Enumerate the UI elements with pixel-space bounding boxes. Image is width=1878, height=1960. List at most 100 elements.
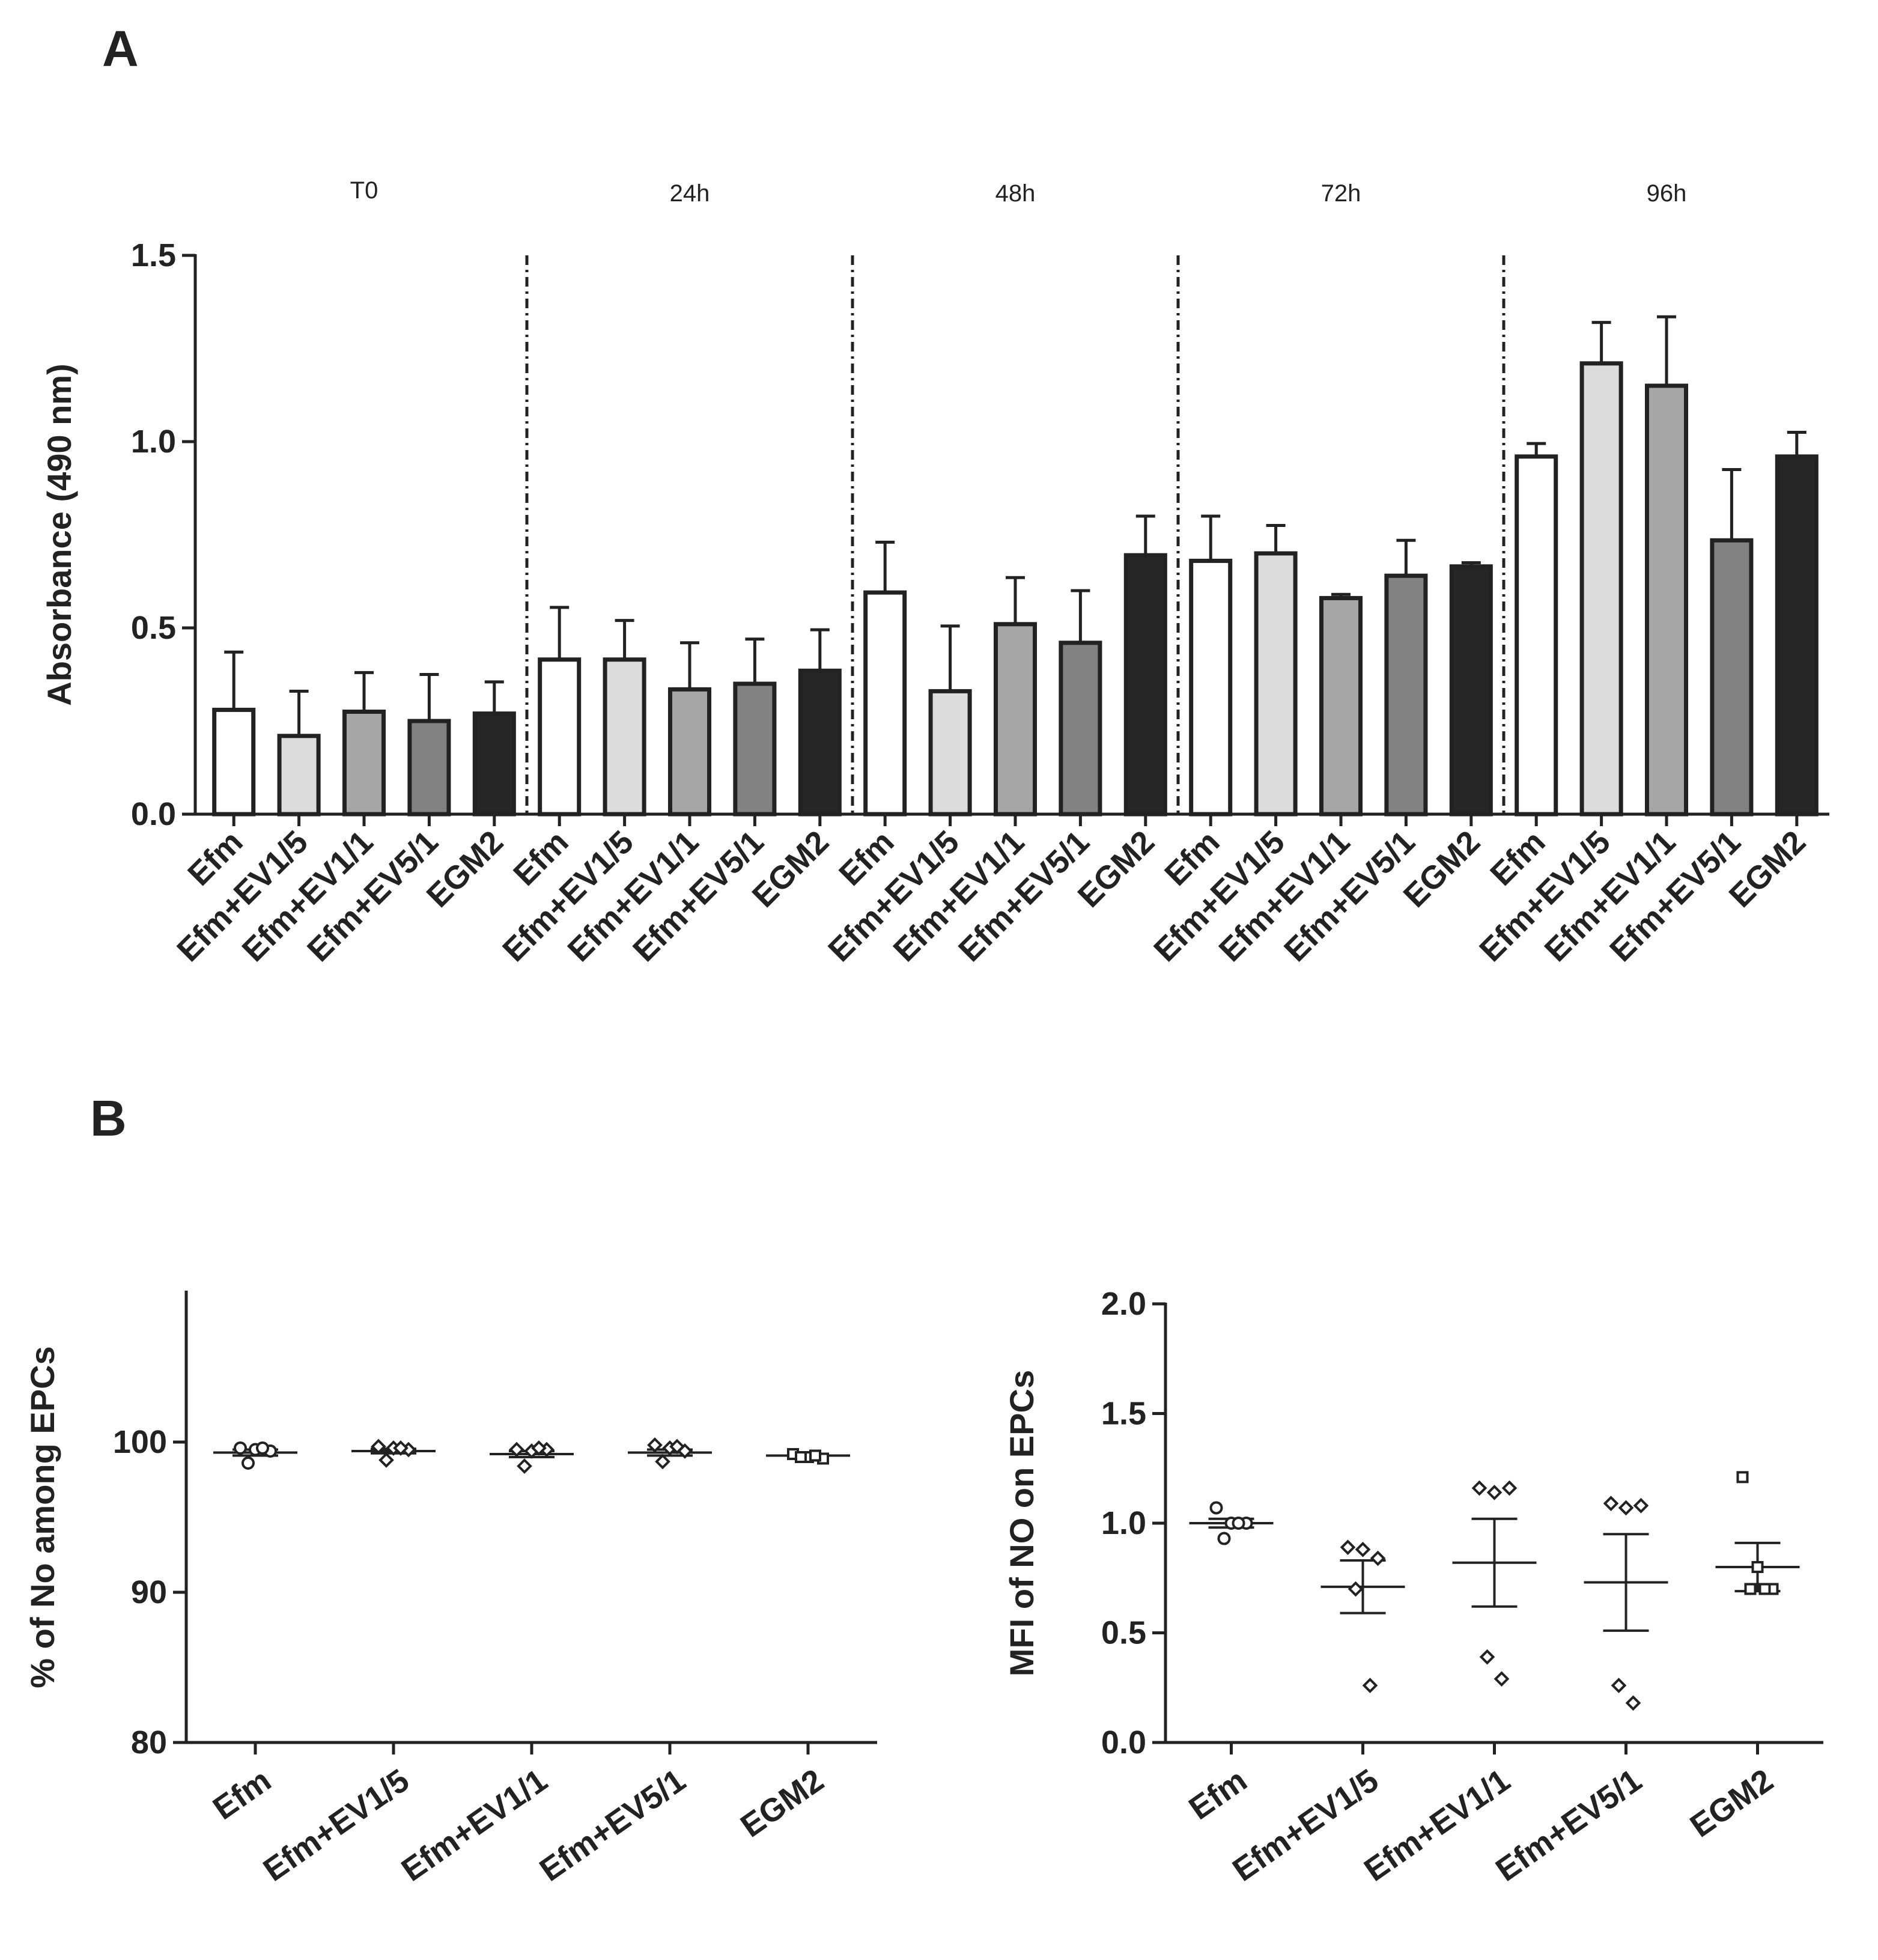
b-right-point-EGM2	[1744, 1583, 1757, 1595]
a-bar-96h-Efm+EV5/1	[1710, 538, 1754, 817]
b-left-point-EGM2	[809, 1449, 821, 1462]
b-right-category-label: Efm	[1182, 1762, 1253, 1827]
a-y-tick-label: 1.5	[131, 237, 176, 273]
b-left-point-Efm+EV1/1	[517, 1458, 532, 1474]
a-bar-24h-EGM2	[798, 668, 842, 817]
b-right-point-Efm+EV5/1	[1618, 1500, 1634, 1516]
b-right-point-Efm	[1232, 1517, 1245, 1530]
a-bar-24h-Efm+EV1/1	[667, 687, 712, 817]
a-bar-72h-EGM2	[1449, 564, 1493, 817]
a-category-label: EGM2	[1071, 824, 1162, 915]
a-bar-96h-EGM2	[1775, 454, 1819, 817]
a-category-label: EGM2	[746, 824, 836, 915]
a-category-label: EGM2	[1397, 824, 1488, 915]
a-group-label-96h: 96h	[1647, 180, 1687, 207]
b-left-point-Efm+EV1/1	[509, 1441, 524, 1458]
b-right-point-Efm+EV1/1	[1494, 1671, 1510, 1687]
a-y-tick-label: 0.5	[131, 610, 176, 646]
b-right-y-axis-title: MFI of NO on EPCs	[1003, 1370, 1041, 1676]
b-right-point-Efm+EV1/5	[1362, 1678, 1378, 1693]
a-category-label: EGM2	[1722, 824, 1813, 915]
a-bar-T0-Efm	[212, 707, 256, 817]
a-bar-T0-Efm+EV1/1	[342, 710, 386, 817]
b-right-point-Efm+EV1/1	[1471, 1480, 1488, 1496]
a-bar-96h-Efm+EV1/1	[1644, 383, 1689, 817]
b-left-y-axis-title: % of No among EPCs	[23, 1346, 61, 1688]
b-left-y-tick-label: 100	[113, 1424, 167, 1460]
a-bar-24h-Efm+EV5/1	[733, 681, 777, 817]
a-bar-72h-Efm	[1189, 558, 1233, 817]
b-left-y-tick-label: 80	[131, 1724, 167, 1761]
b-right-y-tick-label: 1.0	[1101, 1505, 1146, 1541]
b-right-point-Efm+EV5/1	[1611, 1678, 1627, 1693]
panel-a-letter: A	[102, 20, 139, 77]
b-right-point-Efm+EV1/1	[1501, 1480, 1518, 1496]
b-left-point-Efm+EV5/1	[655, 1453, 670, 1470]
a-bar-T0-EGM2	[472, 711, 516, 817]
b-right-point-EGM2	[1736, 1471, 1749, 1484]
b-right-point-EGM2	[1758, 1583, 1771, 1595]
b-right-y-tick-label: 2.0	[1101, 1286, 1146, 1322]
b-left-category-label: Efm+EV1/1	[395, 1762, 554, 1888]
b-left-category-label: Efm	[207, 1762, 278, 1827]
b-right-point-Efm+EV1/1	[1486, 1485, 1503, 1500]
b-left-point-Efm+EV1/5	[393, 1440, 409, 1456]
b-right-y-tick-label: 0.5	[1101, 1615, 1146, 1651]
b-right-y-tick-label: 0.0	[1101, 1724, 1146, 1761]
b-right-point-Efm+EV5/1	[1633, 1497, 1649, 1514]
b-left-point-Efm+EV1/1	[531, 1440, 547, 1456]
b-left-point-Efm	[256, 1441, 269, 1455]
b-right-point-Efm+EV5/1	[1625, 1695, 1641, 1711]
b-left-point-Efm+EV5/1	[647, 1437, 663, 1453]
b-right-point-Efm+EV1/5	[1340, 1539, 1356, 1555]
a-bar-T0-Efm+EV5/1	[407, 719, 451, 817]
b-right-point-Efm	[1209, 1501, 1223, 1515]
b-left-category-label: EGM2	[734, 1762, 830, 1845]
a-group-label-48h: 48h	[995, 180, 1036, 207]
b-left-category-label: Efm+EV1/5	[257, 1762, 416, 1888]
b-right-category-label: EGM2	[1684, 1762, 1780, 1845]
b-left-point-Efm	[234, 1441, 247, 1455]
a-bar-24h-Efm	[538, 657, 582, 817]
a-bar-24h-Efm+EV1/5	[603, 657, 646, 817]
b-right-point-Efm+EV1/5	[1355, 1541, 1371, 1557]
b-left-point-Efm+EV1/5	[371, 1438, 386, 1455]
a-bar-48h-Efm+EV1/1	[993, 622, 1038, 817]
b-right-point-EGM2	[1751, 1561, 1764, 1573]
a-bar-96h-Efm	[1515, 454, 1558, 817]
b-left-point-EGM2	[795, 1451, 807, 1463]
b-right-category-label: Efm+EV5/1	[1489, 1762, 1648, 1888]
a-category-label: EGM2	[420, 824, 511, 915]
b-right-point-Efm+EV1/1	[1479, 1649, 1495, 1665]
b-right-y-tick-label: 1.5	[1101, 1396, 1146, 1432]
a-group-label-T0: T0	[350, 177, 378, 204]
b-right-point-Efm+EV1/5	[1370, 1550, 1386, 1566]
a-bar-48h-EGM2	[1123, 553, 1167, 817]
a-group-label-72h: 72h	[1321, 180, 1361, 207]
panel-b-letter: B	[90, 1090, 127, 1146]
b-right-category-label: Efm+EV1/5	[1226, 1762, 1385, 1888]
b-right-category-label: Efm+EV1/1	[1358, 1762, 1516, 1888]
a-bar-48h-Efm	[863, 590, 907, 817]
b-left-point-Efm	[242, 1456, 255, 1470]
a-y-axis-title: Absorbance (490 nm)	[40, 364, 78, 706]
a-bar-96h-Efm+EV1/5	[1579, 361, 1623, 817]
panel-b-left-scatter: 80 90 100 % of No among EPCs EfmEfm+EV1/5Efm…	[23, 1291, 877, 1888]
a-bar-72h-Efm+EV1/5	[1254, 551, 1298, 817]
a-bar-72h-Efm+EV1/1	[1319, 595, 1363, 817]
b-right-point-Efm+EV5/1	[1603, 1496, 1619, 1511]
a-group-label-24h: 24h	[670, 180, 710, 207]
a-y-tick-label: 0.0	[131, 796, 176, 832]
b-left-y-tick-label: 90	[131, 1574, 167, 1610]
b-right-point-Efm+EV1/5	[1348, 1581, 1364, 1597]
b-right-point-Efm	[1217, 1532, 1231, 1545]
a-bar-48h-Efm+EV5/1	[1059, 641, 1102, 817]
a-bar-72h-Efm+EV5/1	[1384, 573, 1428, 817]
a-bar-48h-Efm+EV1/5	[928, 689, 972, 817]
b-left-point-Efm+EV1/5	[378, 1452, 394, 1468]
a-y-tick-label: 1.0	[131, 424, 176, 460]
a-bar-T0-Efm+EV1/5	[277, 734, 321, 817]
